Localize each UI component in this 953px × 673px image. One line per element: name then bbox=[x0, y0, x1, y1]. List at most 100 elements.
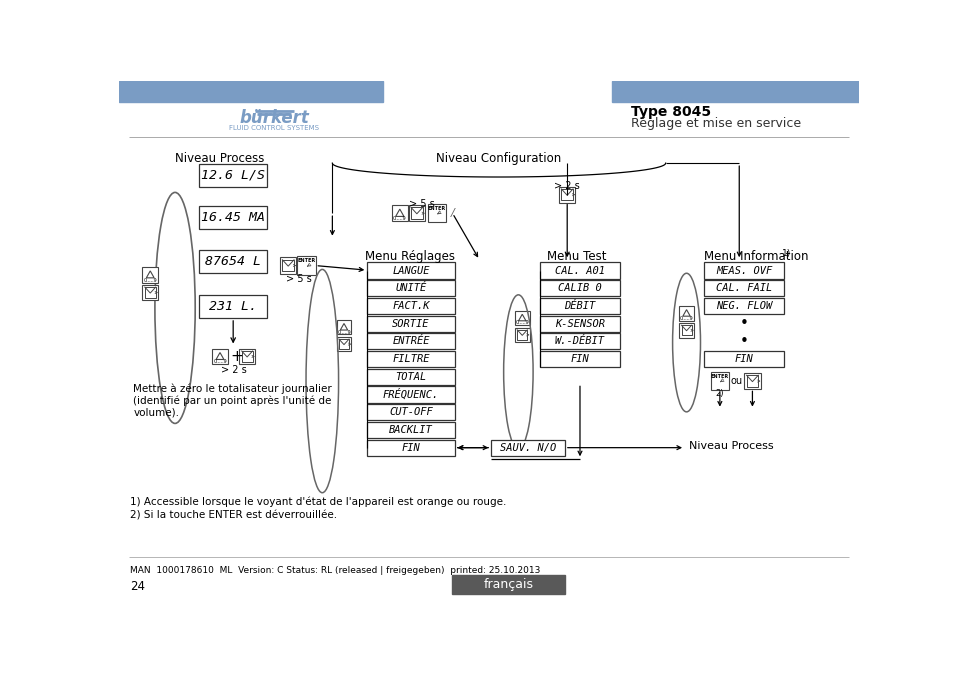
Text: 16.45 MA: 16.45 MA bbox=[201, 211, 265, 223]
FancyBboxPatch shape bbox=[367, 298, 455, 314]
FancyBboxPatch shape bbox=[199, 250, 267, 273]
Text: +: + bbox=[231, 349, 243, 364]
FancyBboxPatch shape bbox=[710, 371, 728, 390]
Text: 231 L.: 231 L. bbox=[209, 300, 257, 313]
FancyBboxPatch shape bbox=[367, 316, 455, 332]
FancyBboxPatch shape bbox=[367, 333, 455, 349]
Text: UNITÉ: UNITÉ bbox=[395, 283, 426, 293]
Text: MEAS. OVF: MEAS. OVF bbox=[716, 266, 772, 275]
Text: Niveau Process: Niveau Process bbox=[175, 152, 264, 166]
Text: 2): 2) bbox=[715, 389, 723, 398]
FancyBboxPatch shape bbox=[199, 164, 267, 187]
Text: > 2 s: > 2 s bbox=[554, 181, 579, 191]
FancyBboxPatch shape bbox=[142, 267, 158, 283]
Text: 0.....9: 0.....9 bbox=[143, 277, 157, 283]
FancyBboxPatch shape bbox=[212, 349, 228, 364]
Bar bbox=[612, 81, 858, 102]
Text: FIN: FIN bbox=[570, 354, 589, 364]
FancyBboxPatch shape bbox=[367, 386, 455, 402]
FancyBboxPatch shape bbox=[367, 422, 455, 438]
Text: Menu Information: Menu Information bbox=[703, 250, 808, 263]
Text: FRÉQUENC.: FRÉQUENC. bbox=[382, 389, 438, 400]
Text: FIN: FIN bbox=[401, 443, 420, 453]
Text: FILTRE: FILTRE bbox=[392, 354, 430, 364]
Text: 0.....9: 0.....9 bbox=[213, 359, 227, 364]
Text: CAL. FAIL: CAL. FAIL bbox=[716, 283, 772, 293]
Text: ENTER: ENTER bbox=[297, 258, 315, 263]
Text: •: • bbox=[740, 334, 748, 349]
Text: bürkert: bürkert bbox=[239, 109, 309, 127]
Polygon shape bbox=[216, 353, 224, 359]
Polygon shape bbox=[682, 310, 690, 316]
Text: FIN: FIN bbox=[734, 354, 753, 364]
Text: NEG. FLOW: NEG. FLOW bbox=[716, 301, 772, 311]
Text: ENTRÉE: ENTRÉE bbox=[392, 336, 430, 347]
Text: LANGUE: LANGUE bbox=[392, 266, 430, 275]
Text: CALIB 0: CALIB 0 bbox=[558, 283, 601, 293]
FancyBboxPatch shape bbox=[491, 439, 564, 456]
FancyBboxPatch shape bbox=[539, 298, 619, 314]
Text: CAL. A01: CAL. A01 bbox=[555, 266, 604, 275]
Text: Niveau Configuration: Niveau Configuration bbox=[436, 152, 561, 166]
Text: 24: 24 bbox=[130, 581, 145, 594]
Text: K-SENSOR: K-SENSOR bbox=[555, 319, 604, 328]
FancyBboxPatch shape bbox=[392, 205, 408, 221]
Text: 0.....9: 0.....9 bbox=[336, 330, 351, 334]
Text: français: français bbox=[483, 578, 533, 591]
Text: ENTER: ENTER bbox=[428, 206, 446, 211]
FancyBboxPatch shape bbox=[539, 262, 619, 279]
Text: MAN  1000178610  ML  Version: C Status: RL (released | freigegeben)  printed: 25: MAN 1000178610 ML Version: C Status: RL … bbox=[130, 566, 540, 575]
FancyBboxPatch shape bbox=[367, 280, 455, 296]
FancyBboxPatch shape bbox=[367, 369, 455, 385]
Text: Niveau Process: Niveau Process bbox=[688, 441, 773, 451]
Text: •: • bbox=[740, 316, 748, 331]
FancyBboxPatch shape bbox=[367, 262, 455, 279]
FancyBboxPatch shape bbox=[367, 439, 455, 456]
FancyBboxPatch shape bbox=[515, 311, 529, 325]
Text: Type 8045: Type 8045 bbox=[630, 104, 710, 118]
Text: 1) Accessible lorsque le voyant d'état de l'appareil est orange ou rouge.: 1) Accessible lorsque le voyant d'état d… bbox=[130, 497, 506, 507]
Text: SORTIE: SORTIE bbox=[392, 319, 430, 328]
Polygon shape bbox=[395, 209, 403, 217]
Text: Menu Réglages: Menu Réglages bbox=[364, 250, 455, 263]
Text: FACT.K: FACT.K bbox=[392, 301, 430, 311]
Polygon shape bbox=[340, 324, 347, 330]
FancyBboxPatch shape bbox=[336, 336, 351, 351]
Text: ou: ou bbox=[730, 376, 742, 386]
Text: > 5 s: > 5 s bbox=[408, 199, 434, 209]
Text: ENTER: ENTER bbox=[710, 374, 728, 379]
Text: SAUV. N/O: SAUV. N/O bbox=[499, 443, 556, 453]
FancyBboxPatch shape bbox=[539, 333, 619, 349]
FancyBboxPatch shape bbox=[427, 204, 446, 223]
Text: Réglage et mise en service: Réglage et mise en service bbox=[630, 117, 800, 131]
Text: CUT-OFF: CUT-OFF bbox=[389, 407, 433, 417]
Text: Menu Test: Menu Test bbox=[546, 250, 605, 263]
FancyBboxPatch shape bbox=[239, 349, 254, 364]
FancyBboxPatch shape bbox=[199, 205, 267, 229]
FancyBboxPatch shape bbox=[408, 205, 424, 221]
Text: 2) Si la touche ENTER est déverrouillée.: 2) Si la touche ENTER est déverrouillée. bbox=[130, 510, 336, 520]
Text: FLUID CONTROL SYSTEMS: FLUID CONTROL SYSTEMS bbox=[229, 125, 319, 131]
Bar bbox=[452, 575, 564, 594]
FancyBboxPatch shape bbox=[280, 258, 296, 274]
FancyBboxPatch shape bbox=[367, 404, 455, 421]
Text: 0.....9: 0.....9 bbox=[515, 320, 529, 325]
Text: TOTAL: TOTAL bbox=[395, 371, 426, 382]
FancyBboxPatch shape bbox=[297, 256, 315, 275]
FancyBboxPatch shape bbox=[703, 262, 783, 279]
FancyBboxPatch shape bbox=[539, 316, 619, 332]
FancyBboxPatch shape bbox=[703, 298, 783, 314]
Bar bbox=[119, 81, 382, 102]
FancyBboxPatch shape bbox=[679, 323, 693, 338]
Text: W.-DÉBIT: W.-DÉBIT bbox=[555, 336, 604, 347]
Text: > 5 s: > 5 s bbox=[286, 275, 312, 285]
FancyBboxPatch shape bbox=[703, 280, 783, 296]
Text: 0.....9: 0.....9 bbox=[393, 216, 406, 221]
FancyBboxPatch shape bbox=[679, 306, 693, 320]
Text: DÉBIT: DÉBIT bbox=[564, 301, 595, 311]
FancyBboxPatch shape bbox=[539, 351, 619, 367]
Text: 87654 L: 87654 L bbox=[205, 255, 261, 269]
FancyBboxPatch shape bbox=[515, 328, 529, 342]
FancyBboxPatch shape bbox=[743, 373, 760, 389]
FancyBboxPatch shape bbox=[367, 351, 455, 367]
